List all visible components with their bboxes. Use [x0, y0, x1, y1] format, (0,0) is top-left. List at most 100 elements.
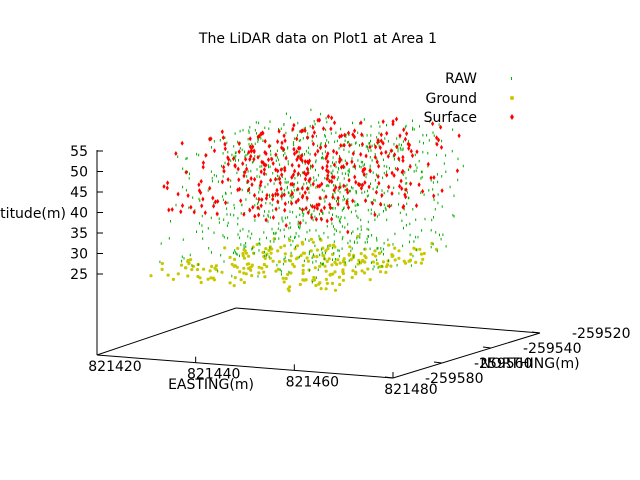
raw-point	[251, 247, 253, 251]
ground-point	[419, 252, 424, 256]
ground-point	[371, 252, 375, 256]
surface-point	[284, 155, 288, 161]
surface-point	[352, 134, 356, 140]
raw-point	[254, 142, 256, 146]
raw-point	[267, 164, 269, 167]
surface-point	[346, 189, 350, 195]
raw-point	[357, 159, 359, 162]
raw-point	[287, 180, 289, 184]
raw-point	[369, 247, 371, 250]
raw-point	[337, 171, 339, 174]
ground-point	[323, 264, 327, 268]
surface-point	[367, 184, 371, 190]
raw-point	[401, 143, 402, 147]
raw-point	[319, 253, 321, 257]
surface-point	[305, 186, 309, 191]
raw-point	[274, 232, 276, 235]
raw-point	[310, 167, 312, 170]
ground-point	[230, 262, 234, 266]
surface-point	[237, 149, 241, 155]
surface-point	[316, 183, 320, 189]
ground-point	[242, 248, 246, 252]
surface-point	[237, 177, 241, 183]
raw-point	[452, 128, 454, 131]
raw-point	[287, 185, 288, 189]
raw-point	[352, 165, 354, 169]
raw-point	[233, 203, 235, 207]
raw-point	[213, 202, 215, 205]
surface-point	[303, 128, 307, 134]
raw-point	[337, 189, 339, 192]
raw-point	[401, 219, 403, 222]
raw-point	[389, 152, 391, 155]
raw-point	[309, 125, 311, 128]
x-axis-label: EASTING(m)	[168, 377, 254, 393]
raw-point	[309, 250, 311, 253]
surface-point	[283, 201, 287, 207]
raw-point	[370, 200, 372, 204]
ground-point	[397, 256, 401, 260]
raw-point	[246, 181, 248, 184]
ground-point	[409, 252, 413, 256]
raw-point	[369, 156, 371, 159]
raw-point	[249, 191, 251, 195]
y-tick-mark	[531, 331, 541, 334]
ground-point	[270, 247, 274, 251]
raw-point	[372, 171, 374, 174]
raw-point	[188, 177, 190, 180]
raw-point	[277, 227, 279, 230]
raw-point	[457, 157, 459, 161]
surface-point	[239, 198, 243, 204]
surface-point	[274, 206, 278, 212]
raw-point	[368, 228, 370, 231]
raw-point	[244, 150, 245, 154]
raw-point	[409, 222, 411, 226]
surface-point	[215, 211, 219, 217]
raw-point	[292, 211, 294, 214]
raw-point	[225, 191, 226, 195]
raw-point	[317, 174, 319, 177]
surface-point	[389, 148, 393, 154]
raw-point	[281, 175, 283, 178]
raw-point	[373, 143, 375, 146]
raw-point	[410, 264, 412, 267]
surface-point	[257, 196, 261, 202]
raw-point	[380, 247, 382, 250]
raw-point	[245, 198, 247, 201]
raw-point	[299, 138, 301, 142]
legend-markers	[510, 77, 514, 120]
raw-point	[286, 181, 288, 184]
raw-point	[383, 164, 385, 168]
raw-point	[319, 212, 320, 216]
raw-point	[202, 237, 204, 240]
surface-point	[296, 154, 300, 160]
raw-point	[288, 270, 290, 274]
surface-point	[330, 115, 334, 121]
raw-point	[182, 167, 184, 170]
raw-point	[306, 182, 308, 185]
raw-point	[269, 202, 271, 205]
surface-point	[291, 172, 295, 178]
raw-point	[181, 255, 183, 258]
surface-point	[280, 172, 284, 178]
ground-point	[341, 271, 345, 276]
raw-point	[313, 176, 315, 179]
raw-point	[383, 210, 384, 213]
raw-point	[374, 179, 376, 182]
ground-point	[282, 280, 286, 284]
surface-point	[316, 148, 320, 154]
ground-point	[378, 251, 382, 255]
ground-point	[189, 258, 193, 262]
raw-point	[278, 158, 280, 162]
raw-point	[298, 207, 300, 210]
raw-point	[264, 185, 266, 189]
raw-point	[320, 142, 322, 145]
raw-point	[423, 193, 425, 196]
surface-point	[457, 133, 461, 139]
raw-point	[242, 228, 244, 231]
surface-point	[385, 172, 389, 178]
surface-point	[241, 161, 245, 167]
surface-point	[282, 146, 286, 152]
raw-point	[181, 259, 183, 263]
raw-point	[412, 119, 413, 122]
